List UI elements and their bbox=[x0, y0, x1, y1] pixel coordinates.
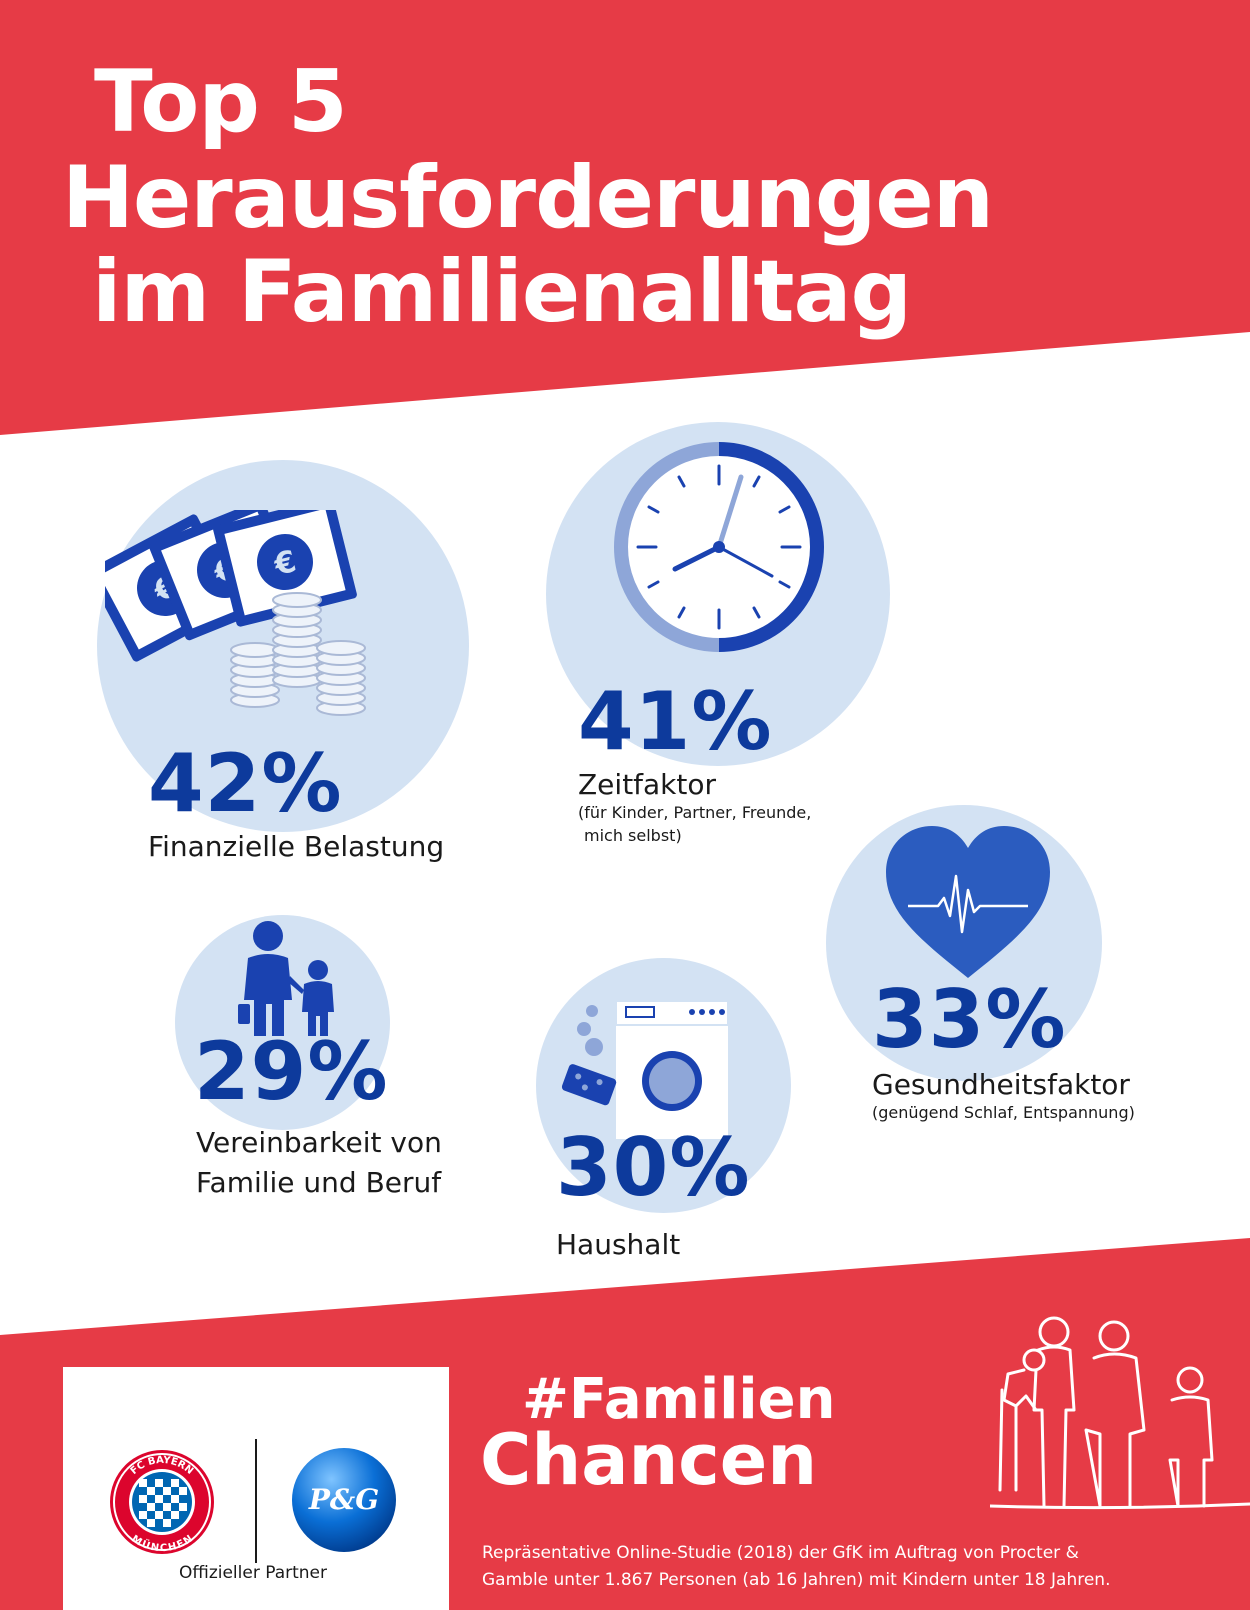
title-line-1: Top 5 bbox=[94, 52, 348, 152]
label-vereinbarkeit-1: Vereinbarkeit von bbox=[196, 1126, 442, 1159]
label-zeit: Zeitfaktor bbox=[578, 768, 717, 801]
label-finanzen: Finanzielle Belastung bbox=[148, 830, 445, 863]
label-gesundheit: Gesundheitsfaktor bbox=[872, 1068, 1130, 1101]
study-note-line-1: Repräsentative Online-Studie (2018) der … bbox=[482, 1543, 1079, 1563]
hashtag-line-1: #Familien bbox=[522, 1367, 836, 1432]
title-line-2: Herausforderungen bbox=[62, 148, 994, 248]
logo-divider bbox=[255, 1439, 257, 1563]
label-vereinbarkeit-2: Familie und Beruf bbox=[196, 1166, 442, 1199]
parent-child-icon bbox=[238, 921, 334, 1036]
label-haushalt: Haushalt bbox=[556, 1228, 681, 1261]
percent-zeit: 41% bbox=[578, 675, 773, 768]
sublabel-zeit-2: mich selbst) bbox=[584, 826, 682, 845]
hashtag-line-2: Chancen bbox=[480, 1419, 818, 1501]
percent-haushalt: 30% bbox=[556, 1121, 751, 1214]
title-line-3: im Familienalltag bbox=[92, 242, 912, 342]
heart-pulse-icon bbox=[886, 826, 1050, 978]
money-icon: € € € bbox=[105, 510, 366, 716]
pg-logo: P&G bbox=[292, 1448, 396, 1552]
study-note-line-2: Gamble unter 1.867 Personen (ab 16 Jahre… bbox=[482, 1570, 1111, 1590]
percent-finanzen: 42% bbox=[148, 737, 343, 830]
clock-icon bbox=[614, 442, 824, 652]
partner-box: FC BAYERN MÜNCHEN P&G Offizieller Partne… bbox=[63, 1367, 449, 1610]
partner-label: Offizieller Partner bbox=[179, 1563, 328, 1583]
sublabel-zeit-1: (für Kinder, Partner, Freunde, bbox=[578, 803, 812, 822]
washing-machine-icon bbox=[561, 1000, 729, 1139]
header-band bbox=[0, 0, 1250, 435]
percent-gesundheit: 33% bbox=[872, 973, 1067, 1066]
family-line-drawing bbox=[990, 1316, 1250, 1510]
percent-vereinbarkeit: 29% bbox=[194, 1025, 389, 1118]
sublabel-gesundheit: (genügend Schlaf, Entspannung) bbox=[872, 1103, 1135, 1122]
svg-text:P&G: P&G bbox=[308, 1483, 379, 1516]
fc-bayern-logo: FC BAYERN MÜNCHEN bbox=[110, 1450, 214, 1554]
